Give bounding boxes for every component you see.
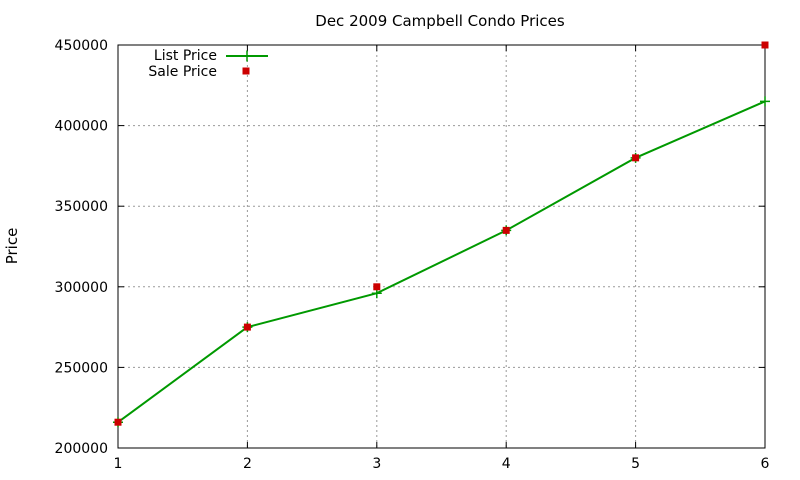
y-tick-label-250000: 250000 — [55, 360, 108, 376]
x-tick-label-6: 6 — [761, 456, 770, 472]
x-tick-label-1: 1 — [114, 456, 123, 472]
legend: List Price Sale Price — [148, 48, 268, 80]
y-tick-label-450000: 450000 — [55, 38, 108, 54]
legend-label-list-price: List Price — [154, 48, 217, 64]
series-layer — [113, 41, 770, 428]
x-tick-label-2: 2 — [243, 456, 252, 472]
y-tick-label-400000: 400000 — [55, 119, 108, 135]
sale-price-point-5 — [632, 154, 640, 162]
grid-layer — [118, 45, 765, 448]
sale-price-point-4 — [502, 226, 510, 234]
y-tick-label-300000: 300000 — [55, 280, 108, 296]
sale-price-point-2 — [243, 323, 251, 331]
y-tick-label-350000: 350000 — [55, 199, 108, 215]
sale-price-point-1 — [114, 418, 122, 426]
x-tick-label-5: 5 — [631, 456, 640, 472]
chart-title: Dec 2009 Campbell Condo Prices — [315, 12, 565, 30]
list-price-line — [117, 100, 766, 424]
legend-label-sale-price: Sale Price — [148, 64, 217, 80]
y-tick-label-200000: 200000 — [55, 441, 108, 457]
legend-marker-sale-price — [242, 67, 250, 75]
list-price-point-6 — [760, 96, 770, 107]
tick-layer: 1 2 3 4 5 6 200000 250000 300000 350000 400000 4500… — [55, 38, 770, 472]
sale-price-point-6 — [761, 41, 769, 49]
sale-price-point-3 — [373, 283, 381, 291]
x-tick-label-3: 3 — [372, 456, 381, 472]
x-tick-label-4: 4 — [502, 456, 511, 472]
plot-frame — [117, 44, 766, 449]
legend-marker-list-price — [241, 50, 253, 62]
y-axis-label: Price — [3, 228, 21, 265]
